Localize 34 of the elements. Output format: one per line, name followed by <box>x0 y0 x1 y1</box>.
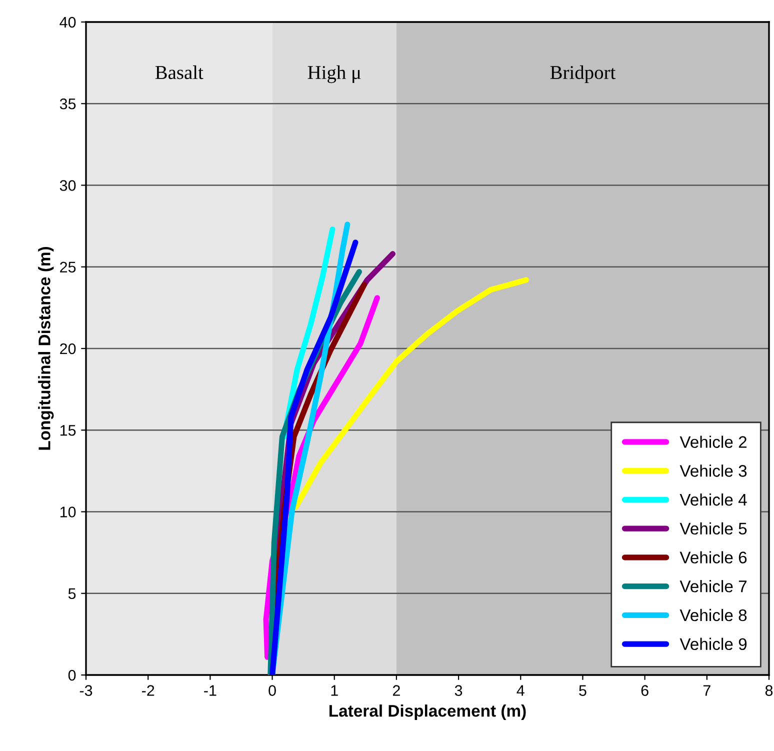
x-tick-label: 5 <box>579 685 586 696</box>
x-tick-label: 4 <box>516 685 524 696</box>
legend-label: Vehicle 5 <box>680 522 747 535</box>
band-label: Basalt <box>155 65 204 80</box>
x-tick-label: 8 <box>765 685 773 696</box>
x-tick-label: -2 <box>142 685 154 696</box>
legend-label: Vehicle 2 <box>680 436 746 448</box>
y-tick-label: 25 <box>60 262 76 273</box>
legend-label: Vehicle 4 <box>680 493 747 506</box>
y-tick-label: 30 <box>60 180 76 191</box>
x-tick-label: -1 <box>204 685 216 696</box>
y-tick-label: 10 <box>60 506 76 518</box>
x-tick-label: -3 <box>80 685 92 696</box>
band-label: High μ <box>308 65 361 84</box>
x-axis-title: Lateral Displacement (m) <box>330 704 526 720</box>
y-axis-title: Longitudinal Distance (m) <box>38 247 54 450</box>
y-tick-label: 20 <box>60 343 76 354</box>
legend-label: Vehicle 8 <box>680 608 747 622</box>
x-tick-label: 6 <box>641 685 648 696</box>
y-tick-label: 5 <box>68 588 76 600</box>
legend-label: Vehicle 6 <box>680 551 747 564</box>
band-label: Bridport <box>550 65 616 84</box>
y-tick-label: 40 <box>60 16 76 28</box>
x-tick-label: 3 <box>454 685 462 696</box>
legend-label: Vehicle 7 <box>680 580 746 592</box>
y-tick-label: 0 <box>68 670 76 681</box>
y-tick-label: 35 <box>60 98 76 110</box>
x-tick-label: 2 <box>392 685 400 696</box>
legend-label: Vehicle 3 <box>680 464 747 477</box>
x-tick-label: 7 <box>703 685 710 696</box>
x-tick-label: 0 <box>268 685 276 696</box>
legend-label: Vehicle 9 <box>680 638 747 650</box>
y-tick-label: 15 <box>60 425 76 436</box>
x-tick-label: 1 <box>331 685 338 696</box>
